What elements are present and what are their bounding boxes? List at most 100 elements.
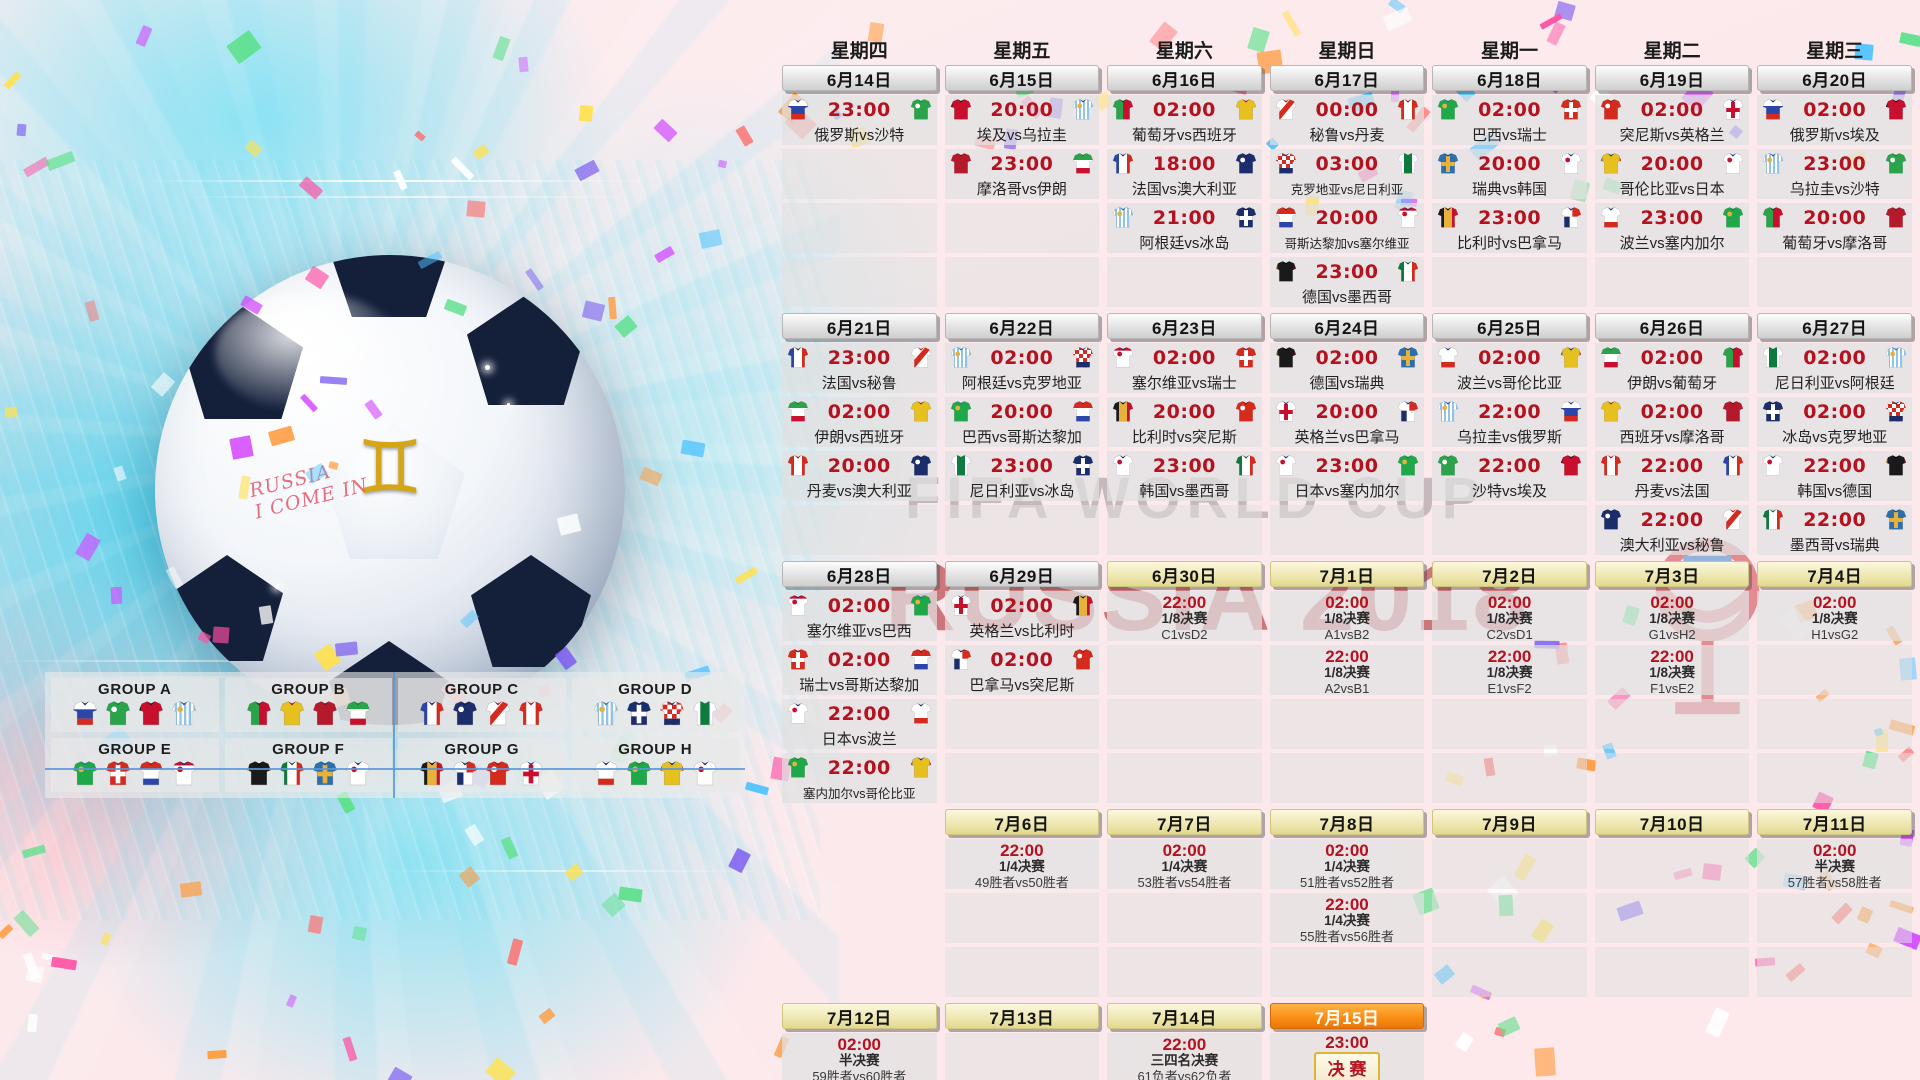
group-card-group-c[interactable]: GROUP C: [398, 678, 566, 732]
date-header-7月4日[interactable]: 7月4日: [1757, 561, 1912, 587]
group-match-cell[interactable]: 23:00 俄罗斯vs沙特: [782, 95, 937, 145]
group-match-cell[interactable]: 02:00 冰岛vs克罗地亚: [1757, 397, 1912, 447]
group-card-group-g[interactable]: GROUP G: [398, 738, 566, 792]
group-match-cell[interactable]: 02:00 俄罗斯vs埃及: [1757, 95, 1912, 145]
knockout-match-cell[interactable]: 22:00 1/8决赛 E1vsF2: [1432, 645, 1587, 696]
date-header-6月17日[interactable]: 6月17日: [1269, 65, 1425, 91]
group-match-cell[interactable]: 22:00 墨西哥vs瑞典: [1757, 505, 1912, 555]
group-match-cell[interactable]: 03:00 克罗地亚vs尼日利亚: [1269, 149, 1425, 199]
date-header-7月13日[interactable]: 7月13日: [944, 1003, 1100, 1029]
group-match-cell[interactable]: 02:00 伊朗vs葡萄牙: [1594, 343, 1750, 393]
date-header-7月15日[interactable]: 7月15日: [1269, 1003, 1425, 1029]
date-header-7月3日[interactable]: 7月3日: [1594, 561, 1750, 587]
group-card-group-b[interactable]: GROUP B: [224, 678, 392, 732]
date-header-7月10日[interactable]: 7月10日: [1594, 809, 1750, 835]
date-header-7月6日[interactable]: 7月6日: [944, 809, 1100, 835]
group-match-cell[interactable]: 22:00 塞内加尔vs哥伦比亚: [782, 753, 937, 803]
group-match-cell[interactable]: 02:00 瑞士vs哥斯达黎加: [782, 645, 937, 695]
knockout-match-cell[interactable]: 02:00 1/8决赛 H1vsG2: [1757, 591, 1912, 642]
date-header-7月2日[interactable]: 7月2日: [1432, 561, 1587, 587]
date-header-6月16日[interactable]: 6月16日: [1107, 65, 1262, 91]
group-match-cell[interactable]: 02:00 德国vs瑞典: [1269, 343, 1425, 393]
date-header-6月24日[interactable]: 6月24日: [1269, 313, 1425, 339]
group-match-cell[interactable]: 02:00 葡萄牙vs西班牙: [1107, 95, 1262, 145]
group-match-cell[interactable]: 20:00 比利时vs突尼斯: [1107, 397, 1262, 447]
date-header-6月20日[interactable]: 6月20日: [1757, 65, 1912, 91]
date-header-6月22日[interactable]: 6月22日: [944, 313, 1100, 339]
group-match-cell[interactable]: 02:00 阿根廷vs克罗地亚: [944, 343, 1100, 393]
date-header-6月29日[interactable]: 6月29日: [944, 561, 1100, 587]
date-header-7月7日[interactable]: 7月7日: [1107, 809, 1262, 835]
group-match-cell[interactable]: 18:00 法国vs澳大利亚: [1107, 149, 1262, 199]
group-match-cell[interactable]: 21:00 阿根廷vs冰岛: [1107, 203, 1262, 253]
group-match-cell[interactable]: 23:00 韩国vs墨西哥: [1107, 451, 1262, 501]
group-match-cell[interactable]: 20:00 巴西vs哥斯达黎加: [944, 397, 1100, 447]
group-match-cell[interactable]: 23:00 波兰vs塞内加尔: [1594, 203, 1750, 253]
group-match-cell[interactable]: 20:00 英格兰vs巴拿马: [1269, 397, 1425, 447]
date-header-7月12日[interactable]: 7月12日: [782, 1003, 937, 1029]
group-match-cell[interactable]: 22:00 丹麦vs法国: [1594, 451, 1750, 501]
date-header-6月26日[interactable]: 6月26日: [1594, 313, 1750, 339]
group-card-group-f[interactable]: GROUP F: [224, 738, 392, 792]
group-match-cell[interactable]: 22:00 沙特vs埃及: [1432, 451, 1587, 501]
group-match-cell[interactable]: 22:00 澳大利亚vs秘鲁: [1594, 505, 1750, 555]
date-header-6月14日[interactable]: 6月14日: [782, 65, 937, 91]
knockout-match-cell[interactable]: 02:00 1/8决赛 A1vsB2: [1269, 591, 1425, 642]
group-match-cell[interactable]: 23:00 日本vs塞内加尔: [1269, 451, 1425, 501]
date-header-6月21日[interactable]: 6月21日: [782, 313, 937, 339]
date-header-6月27日[interactable]: 6月27日: [1757, 313, 1912, 339]
knockout-match-cell[interactable]: 02:00 1/8决赛 C2vsD1: [1432, 591, 1587, 642]
group-match-cell[interactable]: 22:00 日本vs波兰: [782, 699, 937, 749]
knockout-match-cell[interactable]: 22:00 1/8决赛 F1vsE2: [1594, 645, 1750, 696]
group-match-cell[interactable]: 20:00 哥斯达黎加vs塞尔维亚: [1269, 203, 1425, 253]
date-header-6月25日[interactable]: 6月25日: [1432, 313, 1587, 339]
group-match-cell[interactable]: 23:00 尼日利亚vs冰岛: [944, 451, 1100, 501]
date-header-7月1日[interactable]: 7月1日: [1269, 561, 1425, 587]
date-header-6月28日[interactable]: 6月28日: [782, 561, 937, 587]
group-card-group-d[interactable]: GROUP D: [571, 678, 739, 732]
final-match-cell[interactable]: 23:00 决 赛: [1269, 1033, 1425, 1080]
date-header-6月23日[interactable]: 6月23日: [1107, 313, 1262, 339]
knockout-match-cell[interactable]: 02:00 半决赛 59胜者vs60胜者: [782, 1033, 937, 1080]
group-match-cell[interactable]: 02:00 巴西vs瑞士: [1432, 95, 1587, 145]
group-match-cell[interactable]: 20:00 丹麦vs澳大利亚: [782, 451, 937, 501]
group-match-cell[interactable]: 20:00 葡萄牙vs摩洛哥: [1757, 203, 1912, 253]
knockout-match-cell[interactable]: 02:00 1/8决赛 G1vsH2: [1594, 591, 1750, 642]
group-match-cell[interactable]: 02:00 西班牙vs摩洛哥: [1594, 397, 1750, 447]
group-match-cell[interactable]: 02:00 塞尔维亚vs瑞士: [1107, 343, 1262, 393]
group-match-cell[interactable]: 02:00 巴拿马vs突尼斯: [944, 645, 1100, 695]
group-card-group-h[interactable]: GROUP H: [571, 738, 739, 792]
group-match-cell[interactable]: 02:00 突尼斯vs英格兰: [1594, 95, 1750, 145]
group-match-cell[interactable]: 02:00 波兰vs哥伦比亚: [1432, 343, 1587, 393]
group-match-cell[interactable]: 23:00 比利时vs巴拿马: [1432, 203, 1587, 253]
date-header-7月11日[interactable]: 7月11日: [1757, 809, 1912, 835]
knockout-match-cell[interactable]: 22:00 1/8决赛 C1vsD2: [1107, 591, 1262, 642]
group-match-cell[interactable]: 02:00 伊朗vs西班牙: [782, 397, 937, 447]
knockout-match-cell[interactable]: 22:00 1/4决赛 49胜者vs50胜者: [944, 839, 1100, 890]
knockout-match-cell[interactable]: 22:00 1/8决赛 A2vsB1: [1269, 645, 1425, 696]
group-match-cell[interactable]: 20:00 埃及vs乌拉圭: [944, 95, 1100, 145]
group-card-group-a[interactable]: GROUP A: [51, 678, 219, 732]
group-match-cell[interactable]: 02:00 英格兰vs比利时: [944, 591, 1100, 641]
knockout-match-cell[interactable]: 02:00 1/4决赛 51胜者vs52胜者: [1269, 839, 1425, 890]
group-match-cell[interactable]: 23:00 乌拉圭vs沙特: [1757, 149, 1912, 199]
group-match-cell[interactable]: 22:00 乌拉圭vs俄罗斯: [1432, 397, 1587, 447]
knockout-match-cell[interactable]: 22:00 1/4决赛 55胜者vs56胜者: [1269, 893, 1425, 944]
group-match-cell[interactable]: 23:00 法国vs秘鲁: [782, 343, 937, 393]
group-match-cell[interactable]: 20:00 瑞典vs韩国: [1432, 149, 1587, 199]
group-match-cell[interactable]: 23:00 德国vs墨西哥: [1269, 257, 1425, 307]
group-match-cell[interactable]: 02:00 塞尔维亚vs巴西: [782, 591, 937, 641]
date-header-7月14日[interactable]: 7月14日: [1107, 1003, 1262, 1029]
group-match-cell[interactable]: 20:00 哥伦比亚vs日本: [1594, 149, 1750, 199]
date-header-7月9日[interactable]: 7月9日: [1432, 809, 1587, 835]
knockout-match-cell[interactable]: 02:00 1/4决赛 53胜者vs54胜者: [1107, 839, 1262, 890]
group-match-cell[interactable]: 23:00 摩洛哥vs伊朗: [944, 149, 1100, 199]
knockout-match-cell[interactable]: 22:00 三四名决赛 61负者vs62负者: [1107, 1033, 1262, 1080]
group-match-cell[interactable]: 22:00 韩国vs德国: [1757, 451, 1912, 501]
group-match-cell[interactable]: 02:00 尼日利亚vs阿根廷: [1757, 343, 1912, 393]
date-header-6月15日[interactable]: 6月15日: [944, 65, 1100, 91]
group-match-cell[interactable]: 00:00 秘鲁vs丹麦: [1269, 95, 1425, 145]
date-header-6月19日[interactable]: 6月19日: [1594, 65, 1750, 91]
date-header-7月8日[interactable]: 7月8日: [1269, 809, 1425, 835]
date-header-6月18日[interactable]: 6月18日: [1432, 65, 1587, 91]
